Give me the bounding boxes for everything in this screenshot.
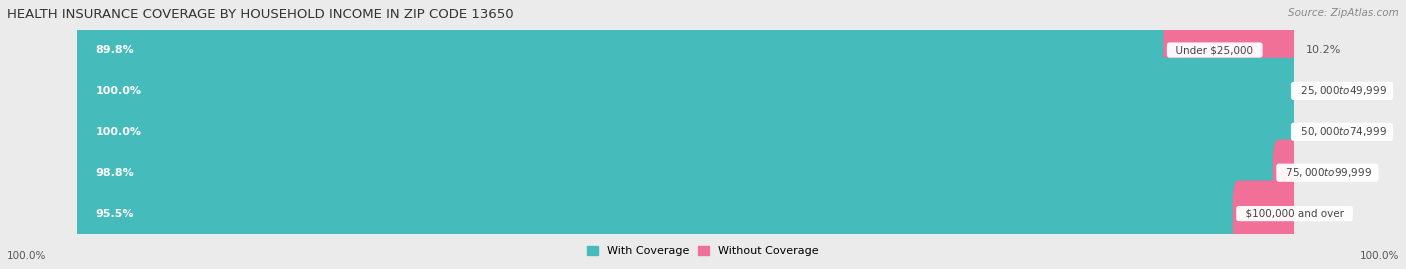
Text: Source: ZipAtlas.com: Source: ZipAtlas.com [1288,8,1399,18]
FancyBboxPatch shape [72,140,1285,206]
Text: 98.8%: 98.8% [96,168,135,178]
Text: 95.5%: 95.5% [96,208,134,219]
Text: 0.0%: 0.0% [1306,127,1334,137]
Text: 89.8%: 89.8% [96,45,135,55]
FancyBboxPatch shape [77,34,1294,66]
FancyBboxPatch shape [1163,17,1299,83]
Text: $100,000 and over: $100,000 and over [1239,208,1350,219]
Text: HEALTH INSURANCE COVERAGE BY HOUSEHOLD INCOME IN ZIP CODE 13650: HEALTH INSURANCE COVERAGE BY HOUSEHOLD I… [7,8,513,21]
Text: 100.0%: 100.0% [1360,251,1399,261]
FancyBboxPatch shape [72,17,1175,83]
Text: $75,000 to $99,999: $75,000 to $99,999 [1279,166,1376,179]
Text: 4.5%: 4.5% [1306,208,1334,219]
Text: 10.2%: 10.2% [1306,45,1341,55]
Text: 1.2%: 1.2% [1306,168,1334,178]
FancyBboxPatch shape [72,99,1299,165]
Text: 100.0%: 100.0% [96,127,142,137]
FancyBboxPatch shape [77,115,1294,148]
FancyBboxPatch shape [1233,180,1299,247]
Text: $25,000 to $49,999: $25,000 to $49,999 [1294,84,1391,97]
Text: $50,000 to $74,999: $50,000 to $74,999 [1294,125,1391,138]
Legend: With Coverage, Without Coverage: With Coverage, Without Coverage [582,241,824,261]
Text: 0.0%: 0.0% [1306,86,1334,96]
FancyBboxPatch shape [72,58,1299,124]
Text: 100.0%: 100.0% [7,251,46,261]
Text: 100.0%: 100.0% [96,86,142,96]
FancyBboxPatch shape [77,156,1294,189]
FancyBboxPatch shape [72,180,1244,247]
FancyBboxPatch shape [77,197,1294,230]
Text: Under $25,000: Under $25,000 [1170,45,1260,55]
FancyBboxPatch shape [77,75,1294,107]
FancyBboxPatch shape [1272,140,1299,206]
